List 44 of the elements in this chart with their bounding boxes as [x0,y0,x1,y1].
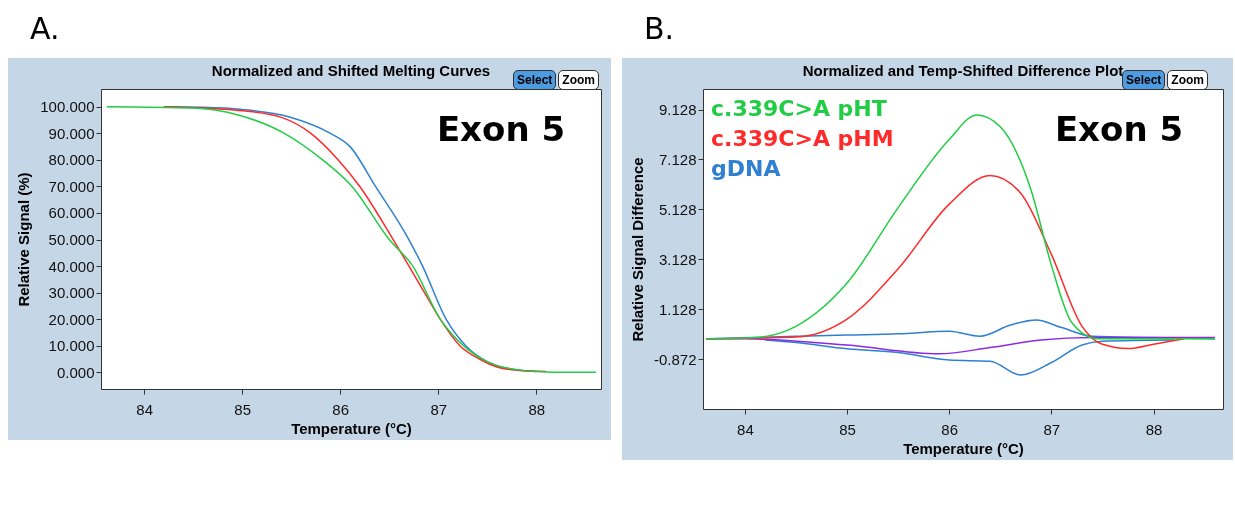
y-tick-label: 10.000 [48,337,95,355]
y-tick-label: 7.128 [658,150,697,168]
y-tick-label: 30.000 [48,284,95,302]
text: A. [29,10,61,48]
x-tick-label: 87 [1043,420,1061,438]
x-tick-label: 88 [1145,420,1163,438]
x-tick-label: 85 [234,400,252,418]
chart-title: Normalized and Temp-Shifted Difference Plot [802,62,1124,79]
x-tick-label: 86 [332,400,350,418]
x-axis-title: Temperature (°C) [903,439,1024,457]
select-button: Select [513,70,557,90]
x-tick-label: 84 [136,400,153,418]
y-tick-label: 5.128 [658,200,697,218]
x-tick-label: 85 [839,420,856,438]
zoom-button: Zoom [1167,70,1209,90]
annotation: Exon 5 [436,109,566,149]
y-tick-label: 40.000 [48,257,95,275]
y-axis-title: Relative Signal Difference [628,157,646,342]
y-tick-label: -0.872 [653,350,697,368]
y-tick-label: 100.000 [40,98,95,116]
y-axis-title: Relative Signal (%) [15,172,33,307]
y-tick-label: 0.000 [56,363,95,381]
y-tick-label: 50.000 [48,231,95,249]
text: c.339C>A pHM [711,126,894,151]
chart-title: Normalized and Shifted Melting Curves [211,62,491,79]
x-tick-label: 86 [941,420,959,438]
annotation: Exon 5 [1054,109,1184,149]
select-button: Select [1122,70,1166,90]
text: gDNA [711,156,781,181]
y-tick-label: 9.128 [658,101,697,119]
x-axis-title: Temperature (°C) [291,419,412,437]
y-tick-label: 20.000 [48,310,95,328]
y-tick-label: 90.000 [48,124,95,142]
y-tick-label: 3.128 [658,250,697,268]
text: c.339C>A pHT [711,96,887,121]
x-tick-label: 84 [737,420,754,438]
y-tick-label: 70.000 [48,177,95,195]
zoom-button: Zoom [558,70,600,90]
x-tick-label: 88 [528,400,546,418]
y-tick-label: 80.000 [48,151,95,169]
x-tick-label: 87 [430,400,448,418]
y-tick-label: 60.000 [48,204,95,222]
y-tick-label: 1.128 [658,300,697,318]
text: B. [643,10,676,48]
